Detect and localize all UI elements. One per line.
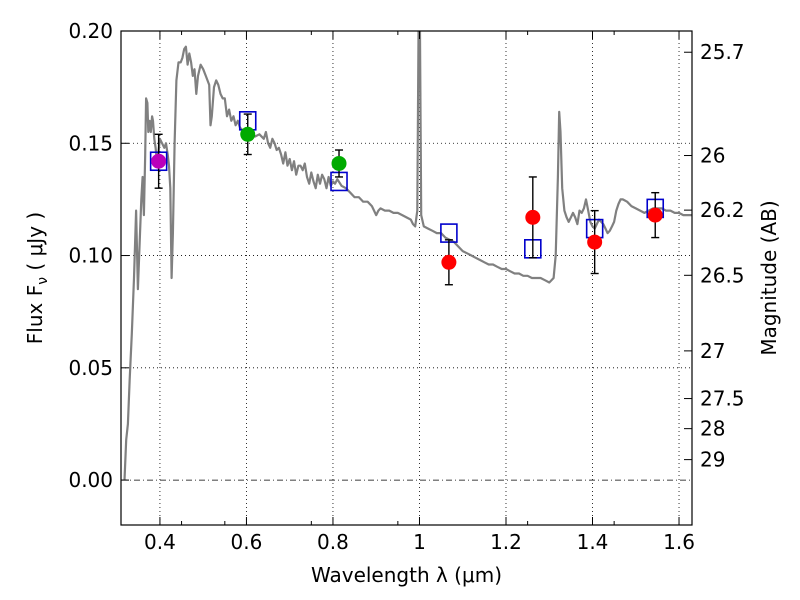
x-tick-label: 0.8 [317,530,349,554]
right-tick-label: 25.7 [700,40,745,64]
spectrum-line [123,31,692,481]
y-axis-label-main: Flux F [23,285,47,344]
y-tick-label: 0.15 [68,131,113,155]
observed-point-red [441,254,457,270]
right-tick-label: 28 [700,417,725,441]
y-tick-label: 0.05 [68,356,113,380]
right-tick-label: 26.5 [700,263,745,287]
plot-frame [120,30,693,526]
y-tick-label: 0.00 [68,468,113,492]
x-axis-label: Wavelength λ (μm) [311,563,502,587]
grid-lines [121,30,692,525]
x-tick-label: 1.6 [663,530,695,554]
right-tick-label: 26.2 [700,198,745,222]
x-tick-label: 1 [413,530,426,554]
y-axis-label-unit: ( μJy ) [23,212,47,277]
observed-point-green [331,155,347,171]
observed-point-red [587,234,603,250]
x-tick-label: 0.6 [231,530,263,554]
x-tick-label: 1.2 [490,530,522,554]
x-tick-label: 1.4 [577,530,609,554]
right-tick-label: 26 [700,144,725,168]
right-tick-label: 27.5 [700,387,745,411]
observed-point-green [240,126,256,142]
y-axis-label-sub: ν [35,277,51,285]
y-tick-label: 0.10 [68,244,113,268]
y-axis-right-label: Magnitude (AB) [757,200,781,355]
y-axis-label: Flux Fν ( μJy ) [23,212,51,344]
right-tick-label: 29 [700,448,725,472]
observed-point-magenta [151,153,167,169]
plot-area [123,31,692,481]
x-tick-label: 0.4 [144,530,176,554]
y-tick-label: 0.20 [68,19,113,43]
axis-ticks: 0.4 0.6 0.8 1 1.2 1.4 1.6 0.00 0.05 0.10 0.15 0.20 2… [68,19,744,554]
right-tick-label: 27 [700,339,725,363]
observed-point-red [647,207,663,223]
observed-point-red [525,209,541,225]
